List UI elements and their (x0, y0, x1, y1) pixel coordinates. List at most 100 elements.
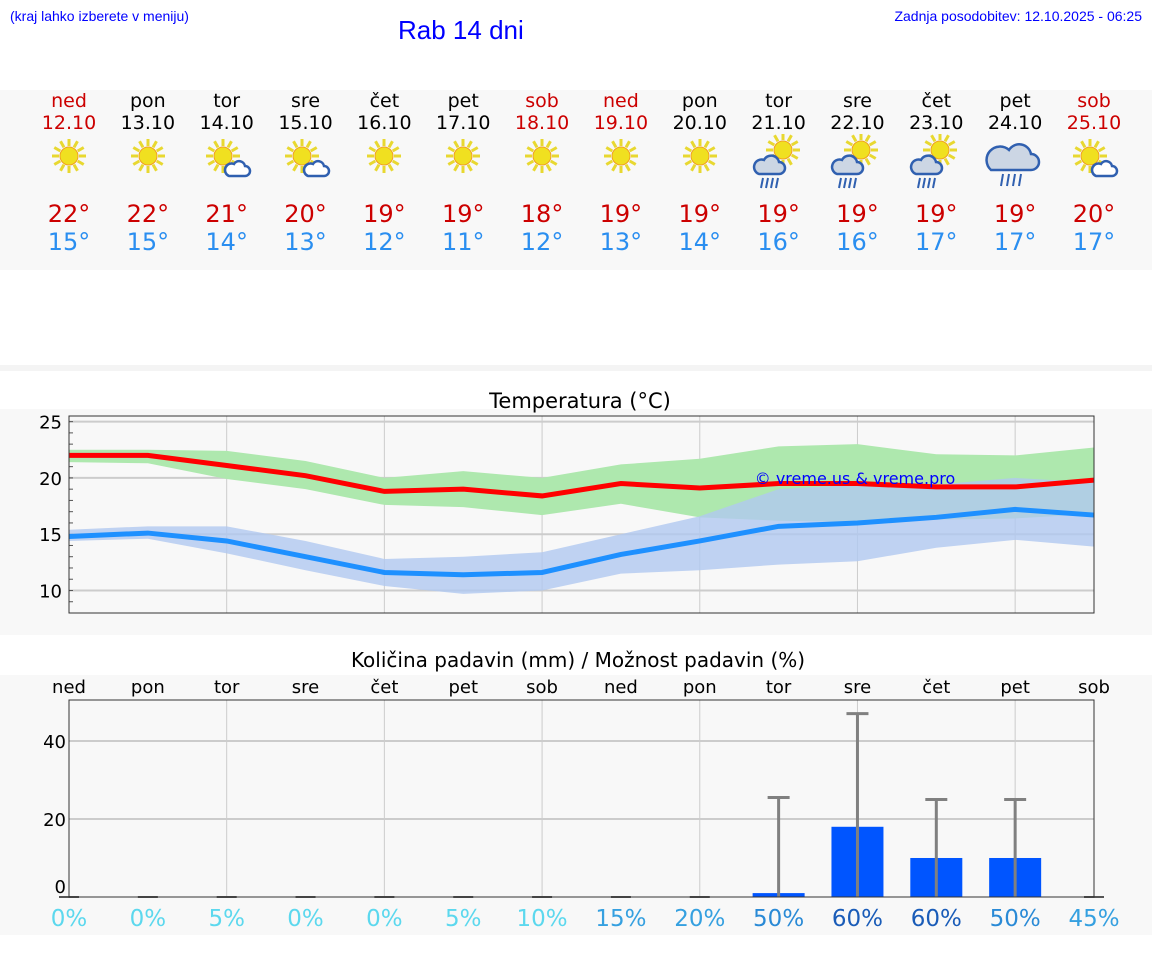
min-temp: 14° (678, 228, 722, 256)
day-name: pon (681, 90, 718, 112)
max-temp: 19° (915, 200, 958, 228)
precip-probability: 20% (674, 906, 725, 932)
sun-rain-icon (739, 134, 819, 194)
y-tick-label: 20 (39, 469, 62, 490)
min-temp: 17° (993, 228, 1037, 256)
divider (0, 365, 1152, 371)
precip-probability: 10% (517, 906, 568, 932)
day-name: čet (369, 90, 400, 112)
day-column: pon 20.10 19° 14° (660, 90, 740, 256)
day-date: 22.10 (830, 112, 885, 134)
day-name: pet (999, 90, 1031, 112)
day-column: čet 23.10 19° 17° (896, 90, 976, 256)
precip-day-label: čet (922, 677, 950, 698)
sun-icon (344, 134, 424, 194)
precip-day-label: pet (448, 677, 478, 698)
precip-probability: 5% (208, 906, 245, 932)
precip-probability: 45% (1068, 906, 1119, 932)
precip-day-label: sob (1078, 677, 1110, 698)
max-temp: 19° (599, 200, 643, 228)
day-name: ned (51, 90, 87, 112)
sun-icon (581, 134, 661, 194)
precip-day-label: ned (52, 677, 86, 698)
y-tick-label: 15 (39, 525, 62, 546)
max-temp: 18° (520, 200, 564, 228)
min-temp: 12° (363, 228, 406, 256)
day-date: 23.10 (909, 112, 964, 134)
precip-probability: 50% (990, 906, 1041, 932)
precip-probability: 60% (832, 906, 883, 932)
sun-icon (660, 134, 740, 194)
min-temp: 13° (284, 228, 327, 256)
precip-chart-title: Količina padavin (mm) / Možnost padavin … (351, 648, 805, 672)
max-temp: 19° (678, 200, 722, 228)
day-column: tor 21.10 19° 16° (739, 90, 819, 256)
day-name: tor (213, 90, 241, 112)
day-name: sre (842, 90, 872, 112)
max-temp: 19° (993, 200, 1037, 228)
y-tick-label: 0 (55, 877, 66, 898)
day-name: sob (1077, 90, 1111, 112)
min-temp: 13° (599, 228, 643, 256)
min-temp: 17° (1072, 228, 1116, 256)
day-name: tor (765, 90, 793, 112)
last-updated: Zadnja posodobitev: 12.10.2025 - 06:25 (894, 8, 1142, 24)
precip-day-label: sre (292, 677, 319, 698)
temp-plot-frame (68, 415, 1095, 614)
location-hint: (kraj lahko izberete v meniju) (10, 8, 189, 24)
max-temp-line (69, 452, 1095, 499)
precip-probability: 0% (366, 906, 403, 932)
day-name: sob (525, 90, 559, 112)
day-date: 17.10 (436, 112, 491, 134)
day-column: pet 17.10 19° 11° (423, 90, 503, 256)
min-temp-range-band (69, 477, 1094, 594)
precip-day-label: ned (604, 677, 638, 698)
max-temp: 22° (47, 200, 91, 228)
day-date: 14.10 (199, 112, 254, 134)
precip-plot-frame (68, 699, 1095, 898)
page-title: Rab 14 dni (398, 15, 524, 45)
sun-rain-icon (896, 134, 976, 194)
sun-cloud-icon (1054, 134, 1134, 194)
sun-icon (423, 134, 503, 194)
precip-day-label: sob (526, 677, 558, 698)
min-temp: 16° (836, 228, 879, 256)
day-date: 21.10 (751, 112, 806, 134)
day-name: pet (447, 90, 479, 112)
day-date: 19.10 (593, 112, 649, 134)
precip-probability: 50% (753, 906, 804, 932)
temp-chart-title: Temperatura (°C) (488, 389, 671, 413)
min-temp: 11° (441, 228, 485, 256)
day-date: 15.10 (278, 112, 333, 134)
y-tick-label: 20 (43, 810, 66, 831)
precip-day-label: pon (131, 677, 165, 698)
day-date: 18.10 (514, 112, 570, 134)
sun-cloud-icon (187, 134, 267, 194)
min-temp: 16° (757, 228, 800, 256)
precip-probability: 15% (595, 906, 646, 932)
precip-day-label: tor (766, 677, 792, 698)
max-temp: 21° (205, 200, 248, 228)
day-name: sre (291, 90, 321, 112)
max-temp: 19° (757, 200, 800, 228)
precip-day-label: pon (683, 677, 717, 698)
sun-cloud-icon (266, 134, 346, 194)
day-date: 13.10 (120, 112, 176, 134)
max-temp: 20° (284, 200, 327, 228)
precip-probability: 0% (287, 906, 324, 932)
day-column: sob 18.10 18° 12° (502, 90, 582, 256)
max-temp: 20° (1072, 200, 1116, 228)
day-date: 24.10 (987, 112, 1043, 134)
y-tick-label: 10 (39, 581, 62, 602)
y-tick-label: 25 (39, 413, 62, 434)
day-column: sre 22.10 19° 16° (817, 90, 897, 256)
max-temp: 19° (441, 200, 485, 228)
day-name: pon (129, 90, 166, 112)
max-temp: 22° (126, 200, 170, 228)
day-date: 12.10 (41, 112, 97, 134)
cloud-rain-icon (975, 134, 1055, 194)
min-temp-line (68, 506, 1095, 578)
precip-day-label: tor (214, 677, 240, 698)
precip-probability: 5% (445, 906, 482, 932)
